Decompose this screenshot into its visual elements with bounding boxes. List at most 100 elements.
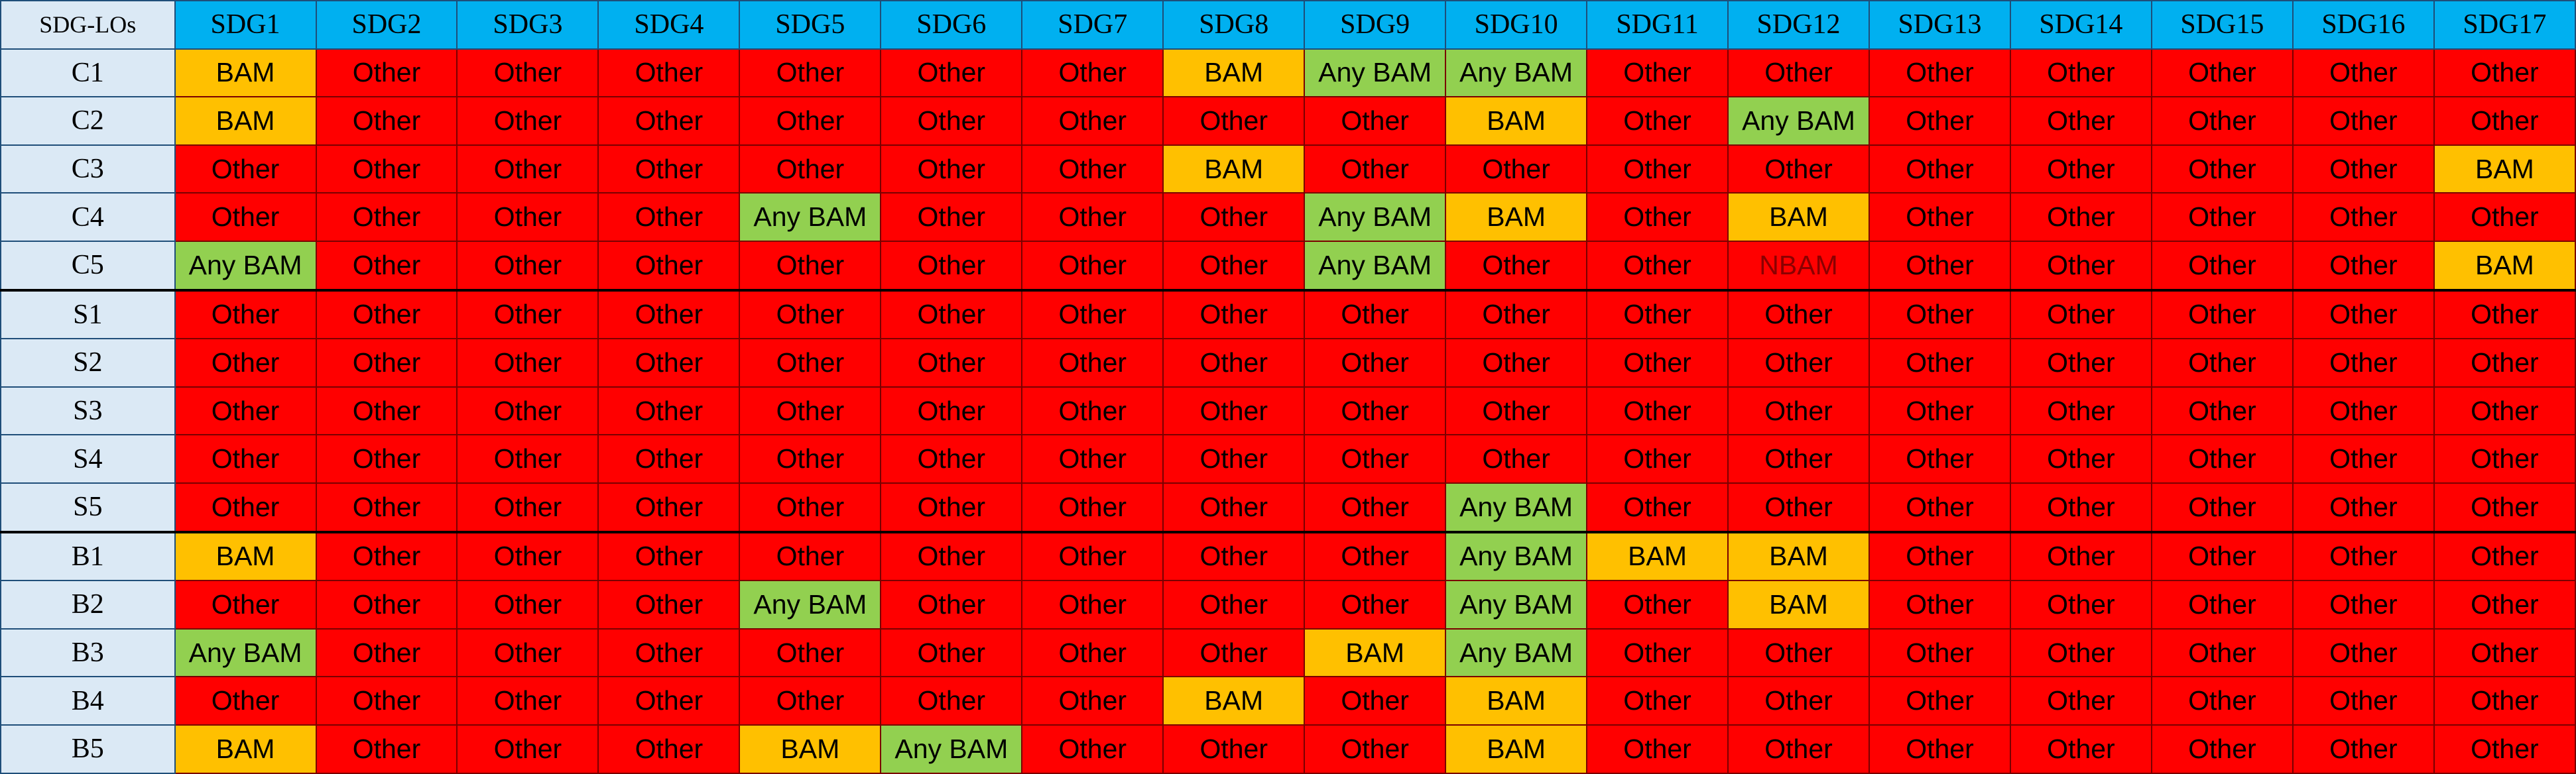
cell-s4-sdg2: Other <box>315 434 458 484</box>
cell-c2-sdg8: Other <box>1162 96 1306 146</box>
column-header-sdg3: SDG3 <box>456 0 599 50</box>
cell-c2-sdg6: Other <box>880 96 1023 146</box>
cell-c3-sdg7: Other <box>1021 144 1164 194</box>
cell-c1-sdg2: Other <box>315 48 458 98</box>
cell-c5-sdg1: Any BAM <box>174 240 317 291</box>
row-header-b4: B4 <box>0 676 176 726</box>
cell-c1-sdg3: Other <box>456 48 599 98</box>
column-header-sdg2: SDG2 <box>315 0 458 50</box>
row-header-s5: S5 <box>0 482 176 533</box>
cell-c1-sdg11: Other <box>1586 48 1729 98</box>
cell-b1-sdg6: Other <box>880 530 1023 582</box>
cell-b3-sdg12: Other <box>1727 628 1870 678</box>
column-header-sdg8: SDG8 <box>1162 0 1306 50</box>
cell-s3-sdg10: Other <box>1445 386 1588 436</box>
cell-s1-sdg8: Other <box>1162 288 1306 340</box>
cell-c4-sdg6: Other <box>880 192 1023 242</box>
cell-b2-sdg13: Other <box>1869 580 2011 630</box>
cell-b4-sdg3: Other <box>456 676 599 726</box>
cell-b4-sdg4: Other <box>597 676 741 726</box>
cell-c3-sdg15: Other <box>2150 144 2294 194</box>
cell-c4-sdg17: Other <box>2433 192 2576 242</box>
cell-s4-sdg10: Other <box>1445 434 1588 484</box>
cell-b5-sdg9: Other <box>1304 724 1447 774</box>
cell-s4-sdg14: Other <box>2009 434 2152 484</box>
cell-c2-sdg9: Other <box>1304 96 1447 146</box>
cell-b1-sdg16: Other <box>2292 530 2435 582</box>
column-header-sdg16: SDG16 <box>2292 0 2435 50</box>
cell-s3-sdg13: Other <box>1869 386 2011 436</box>
cell-s3-sdg2: Other <box>315 386 458 436</box>
column-header-sdg11: SDG11 <box>1586 0 1729 50</box>
cell-c5-sdg5: Other <box>739 240 882 291</box>
cell-c5-sdg13: Other <box>1869 240 2011 291</box>
cell-b2-sdg9: Other <box>1304 580 1447 630</box>
cell-b3-sdg17: Other <box>2433 628 2576 678</box>
cell-b1-sdg14: Other <box>2009 530 2152 582</box>
column-header-sdg5: SDG5 <box>739 0 882 50</box>
cell-c2-sdg11: Other <box>1586 96 1729 146</box>
cell-c1-sdg15: Other <box>2150 48 2294 98</box>
cell-c3-sdg3: Other <box>456 144 599 194</box>
cell-b2-sdg15: Other <box>2150 580 2294 630</box>
cell-b4-sdg1: Other <box>174 676 317 726</box>
cell-c3-sdg12: Other <box>1727 144 1870 194</box>
cell-c3-sdg4: Other <box>597 144 741 194</box>
cell-b4-sdg9: Other <box>1304 676 1447 726</box>
cell-s4-sdg8: Other <box>1162 434 1306 484</box>
cell-b2-sdg2: Other <box>315 580 458 630</box>
cell-s3-sdg7: Other <box>1021 386 1164 436</box>
cell-c4-sdg9: Any BAM <box>1304 192 1447 242</box>
cell-s1-sdg17: Other <box>2433 288 2576 340</box>
cell-c2-sdg17: Other <box>2433 96 2576 146</box>
cell-s1-sdg6: Other <box>880 288 1023 340</box>
cell-b3-sdg4: Other <box>597 628 741 678</box>
cell-b5-sdg10: BAM <box>1445 724 1588 774</box>
cell-c2-sdg16: Other <box>2292 96 2435 146</box>
cell-s4-sdg17: Other <box>2433 434 2576 484</box>
cell-s2-sdg2: Other <box>315 338 458 388</box>
cell-s1-sdg4: Other <box>597 288 741 340</box>
cell-c5-sdg4: Other <box>597 240 741 291</box>
cell-b3-sdg9: BAM <box>1304 628 1447 678</box>
table-row: B1 BAM Other Other Other Other Other Other Other… <box>0 530 2576 582</box>
cell-c2-sdg15: Other <box>2150 96 2294 146</box>
cell-b3-sdg15: Other <box>2150 628 2294 678</box>
cell-c1-sdg16: Other <box>2292 48 2435 98</box>
cell-s4-sdg16: Other <box>2292 434 2435 484</box>
cell-c1-sdg12: Other <box>1727 48 1870 98</box>
cell-s1-sdg16: Other <box>2292 288 2435 340</box>
row-header-s1: S1 <box>0 288 176 340</box>
cell-s2-sdg9: Other <box>1304 338 1447 388</box>
cell-b5-sdg6: Any BAM <box>880 724 1023 774</box>
cell-b1-sdg13: Other <box>1869 530 2011 582</box>
cell-c2-sdg5: Other <box>739 96 882 146</box>
cell-c5-sdg10: Other <box>1445 240 1588 291</box>
cell-c3-sdg10: Other <box>1445 144 1588 194</box>
cell-s3-sdg1: Other <box>174 386 317 436</box>
cell-c2-sdg1: BAM <box>174 96 317 146</box>
cell-s4-sdg15: Other <box>2150 434 2294 484</box>
cell-c2-sdg14: Other <box>2009 96 2152 146</box>
cell-c3-sdg2: Other <box>315 144 458 194</box>
cell-c3-sdg16: Other <box>2292 144 2435 194</box>
cell-s1-sdg7: Other <box>1021 288 1164 340</box>
cell-c5-sdg14: Other <box>2009 240 2152 291</box>
cell-b2-sdg12: BAM <box>1727 580 1870 630</box>
cell-s2-sdg15: Other <box>2150 338 2294 388</box>
column-header-sdg7: SDG7 <box>1021 0 1164 50</box>
cell-s2-sdg7: Other <box>1021 338 1164 388</box>
cell-s2-sdg16: Other <box>2292 338 2435 388</box>
row-header-s3: S3 <box>0 386 176 436</box>
cell-b2-sdg5: Any BAM <box>739 580 882 630</box>
cell-c2-sdg12: Any BAM <box>1727 96 1870 146</box>
table-row: C1 BAM Other Other Other Other Other Other BAM An… <box>0 48 2576 98</box>
row-header-c2: C2 <box>0 96 176 146</box>
cell-c3-sdg17: BAM <box>2433 144 2576 194</box>
cell-b5-sdg13: Other <box>1869 724 2011 774</box>
cell-b3-sdg16: Other <box>2292 628 2435 678</box>
cell-s3-sdg17: Other <box>2433 386 2576 436</box>
cell-b3-sdg5: Other <box>739 628 882 678</box>
cell-s5-sdg7: Other <box>1021 482 1164 533</box>
